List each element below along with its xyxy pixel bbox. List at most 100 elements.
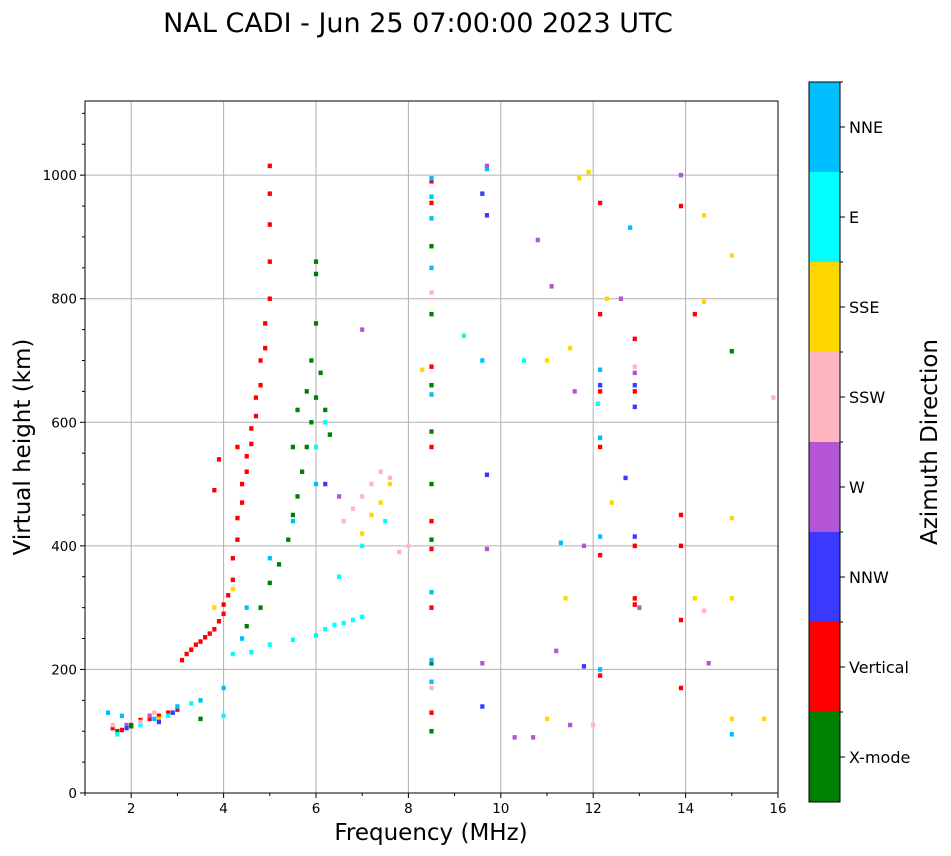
- echo-point-nne: [598, 667, 603, 672]
- grid-layer: [85, 101, 779, 794]
- echo-point-nne: [429, 265, 434, 271]
- echo-point-sse: [212, 605, 217, 610]
- echo-point-sse: [701, 213, 707, 218]
- echo-point-sse: [230, 586, 235, 592]
- echo-point-vertical: [632, 602, 637, 607]
- echo-point-sse: [762, 716, 767, 722]
- echo-point-nnw: [170, 710, 175, 715]
- echo-point-sse: [609, 500, 614, 505]
- echo-point-nne: [119, 713, 125, 719]
- echo-point-nnw: [124, 725, 129, 731]
- echo-point-sse: [544, 358, 550, 363]
- y-axis: 0 200 400 600 800 1000: [43, 112, 85, 802]
- echo-point-sse: [563, 596, 568, 601]
- echo-point-nne: [313, 481, 319, 487]
- echo-point-x-mode: [429, 728, 434, 734]
- echo-point-nne: [267, 555, 272, 561]
- echo-point-sse: [586, 169, 591, 175]
- colorbar-swatch: [809, 622, 840, 712]
- echo-point-vertical: [258, 358, 263, 363]
- echo-point-w: [572, 389, 577, 394]
- echo-point-vertical: [598, 200, 603, 206]
- echo-point-nnw: [581, 664, 587, 669]
- echo-point-nne: [598, 435, 603, 440]
- echo-point-w: [568, 722, 573, 728]
- echo-point-vertical: [632, 389, 637, 394]
- echo-point-sse: [156, 716, 162, 722]
- y-axis-label: Virtual height (km): [10, 339, 36, 556]
- echo-point-e: [166, 713, 171, 719]
- echo-point-e: [323, 420, 328, 425]
- echo-point-vertical: [598, 311, 603, 317]
- echo-point-vertical: [429, 179, 434, 184]
- echo-point-vertical: [175, 707, 180, 712]
- echo-point-x-mode: [267, 580, 272, 586]
- echo-point-nnw: [480, 704, 485, 709]
- echo-point-x-mode: [318, 370, 323, 376]
- echo-point-e: [138, 722, 143, 728]
- echo-point-nne: [198, 698, 203, 703]
- y-tick-label: 800: [51, 292, 77, 308]
- echo-point-x-mode: [304, 389, 309, 394]
- echo-point-vertical: [239, 500, 245, 505]
- echo-point-x-mode: [313, 321, 319, 326]
- echo-point-sse: [729, 596, 734, 601]
- echo-point-sse: [701, 299, 707, 305]
- echo-point-ssw: [429, 685, 434, 691]
- echo-point-vertical: [235, 537, 240, 542]
- echo-point-ssw: [397, 549, 402, 555]
- echo-point-vertical: [263, 321, 268, 326]
- echo-point-x-mode: [286, 537, 291, 542]
- echo-point-e: [360, 614, 365, 620]
- echo-point-e: [267, 642, 272, 647]
- echo-point-x-mode: [323, 407, 328, 413]
- echo-point-nne: [429, 392, 434, 397]
- echo-point-w: [360, 327, 365, 332]
- echo-point-e: [249, 649, 254, 655]
- echo-point-e: [350, 617, 356, 623]
- echo-point-x-mode: [313, 395, 319, 400]
- echo-point-vertical: [678, 617, 684, 623]
- echo-point-x-mode: [290, 444, 295, 450]
- echo-point-vertical: [156, 713, 162, 719]
- echo-point-ssw: [138, 719, 143, 725]
- echo-point-x-mode: [429, 537, 434, 542]
- echo-point-x-mode: [309, 358, 314, 363]
- echo-point-ssw: [591, 722, 596, 728]
- colorbar-tick-label: SSE: [849, 298, 879, 317]
- echo-point-x-mode: [429, 481, 434, 487]
- echo-point-nne: [429, 194, 434, 200]
- echo-point-nnw: [632, 382, 637, 388]
- echo-point-e: [313, 444, 319, 450]
- echo-point-vertical: [429, 710, 434, 715]
- echo-point-x-mode: [129, 724, 134, 729]
- echo-point-w: [678, 172, 684, 178]
- echo-point-sse: [729, 253, 734, 258]
- echo-point-nne: [598, 534, 603, 539]
- echo-point-x-mode: [290, 512, 295, 518]
- colorbar-tick-label: E: [849, 208, 859, 227]
- echo-point-w: [618, 296, 624, 301]
- echo-point-nnw: [156, 719, 162, 725]
- echo-point-vertical: [198, 639, 203, 644]
- colorbar-tick-label: Vertical: [849, 658, 909, 677]
- echo-point-vertical: [253, 413, 259, 419]
- echo-point-sse: [604, 296, 610, 301]
- echo-point-vertical: [119, 727, 125, 733]
- echo-point-nnw: [484, 213, 490, 218]
- echo-point-x-mode: [309, 420, 314, 425]
- echo-point-ssw: [378, 469, 383, 474]
- echo-point-vertical: [267, 259, 272, 264]
- echo-point-vertical: [203, 635, 208, 640]
- echo-point-nne: [175, 704, 180, 709]
- data-points-layer: [106, 163, 776, 740]
- colorbar-swatch: [809, 352, 840, 442]
- echo-point-nne: [106, 710, 111, 715]
- x-tick-label: 4: [219, 801, 228, 817]
- echo-point-x-mode: [300, 469, 305, 474]
- echo-point-vertical: [678, 203, 684, 209]
- echo-point-vertical: [598, 389, 603, 394]
- colorbar-swatch: [809, 532, 840, 622]
- x-axis: 2 4 6 8 10 12 14 16: [84, 793, 787, 817]
- echo-point-vertical: [230, 555, 235, 561]
